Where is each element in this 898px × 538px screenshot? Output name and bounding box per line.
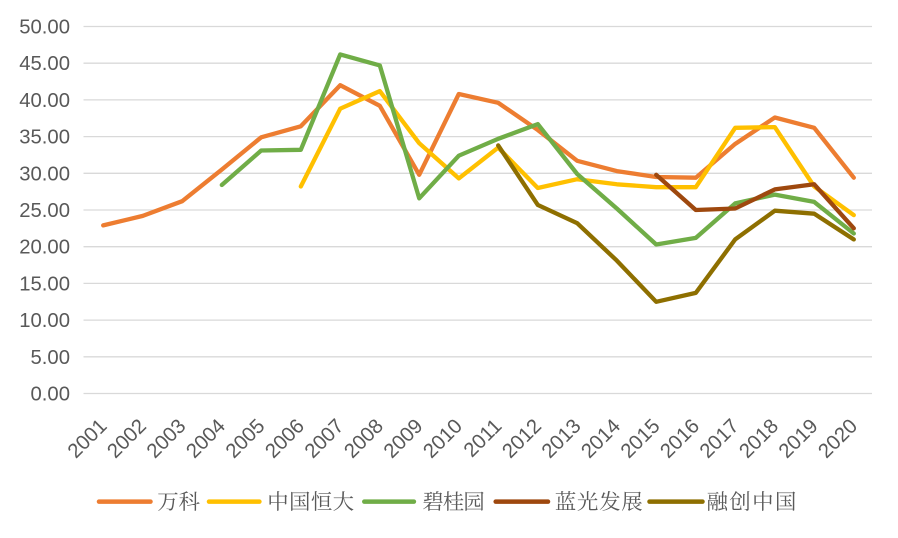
svg-text:35.00: 35.00	[19, 127, 70, 149]
svg-text:15.00: 15.00	[19, 273, 70, 295]
svg-text:10.00: 10.00	[19, 310, 70, 332]
svg-text:30.00: 30.00	[19, 163, 70, 185]
svg-text:40.00: 40.00	[19, 90, 70, 112]
svg-text:0.00: 0.00	[31, 384, 70, 406]
svg-text:50.00: 50.00	[19, 17, 70, 39]
svg-text:20.00: 20.00	[19, 237, 70, 259]
svg-text:25.00: 25.00	[19, 200, 70, 222]
svg-text:45.00: 45.00	[19, 53, 70, 75]
svg-text:5.00: 5.00	[31, 347, 70, 369]
